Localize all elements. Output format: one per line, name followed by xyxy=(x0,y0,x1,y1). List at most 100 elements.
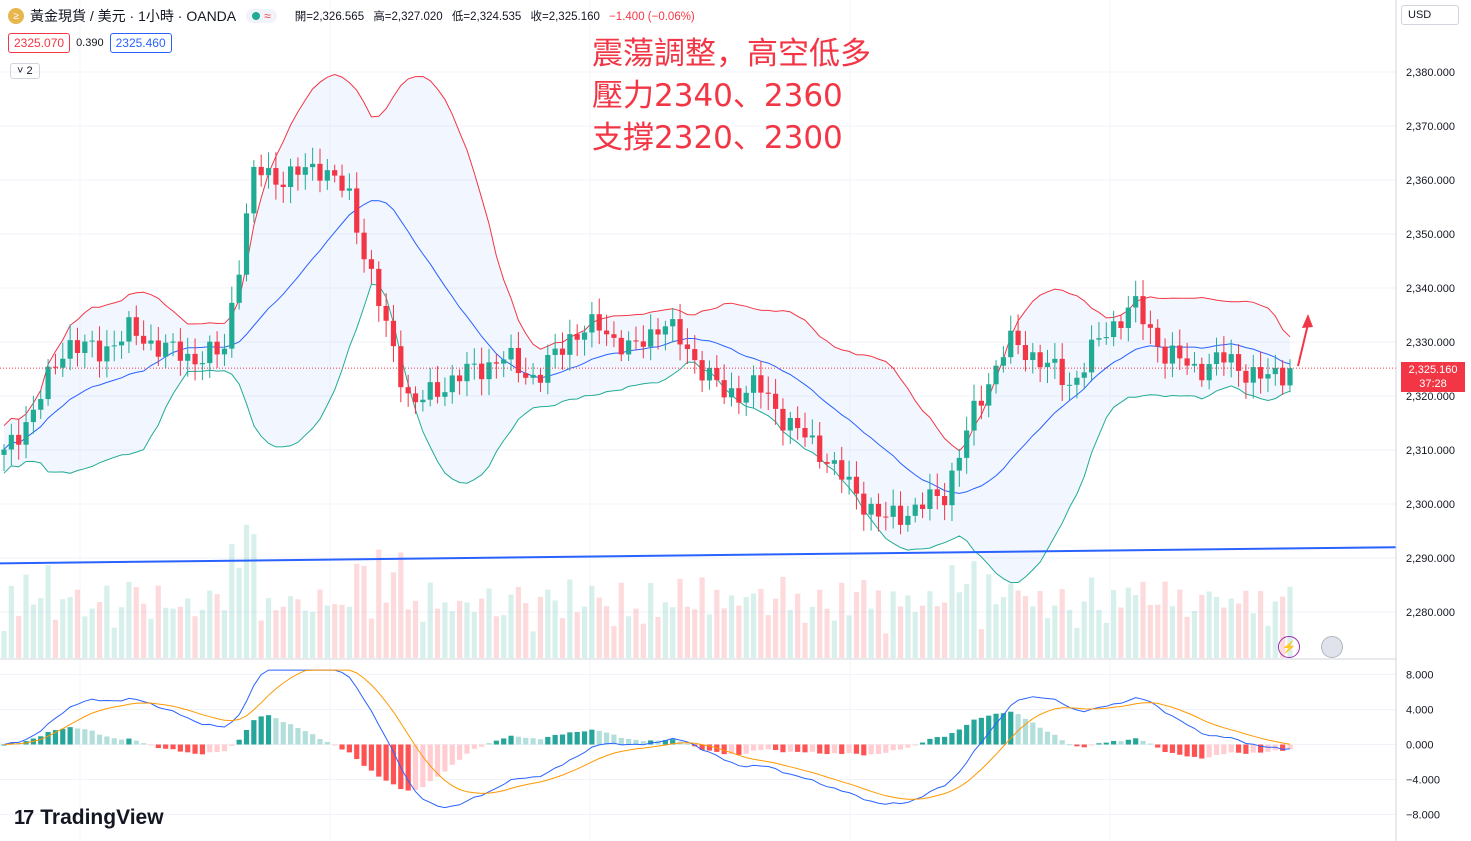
macd-histogram-bar xyxy=(802,744,808,753)
candle-body xyxy=(1235,354,1242,371)
candle-body xyxy=(1015,330,1021,346)
volume-bar xyxy=(1184,616,1190,658)
candle-body xyxy=(199,363,206,365)
macd-histogram-bar xyxy=(60,728,66,745)
volume-bar xyxy=(434,608,441,658)
volume-bar xyxy=(82,616,88,658)
macd-histogram-bar xyxy=(295,728,301,745)
candle-body xyxy=(1000,357,1007,366)
volume-bar xyxy=(1221,607,1227,658)
macd-histogram-bar xyxy=(905,744,911,748)
candle-body xyxy=(118,341,125,346)
volume-bar xyxy=(567,579,573,658)
candle-body xyxy=(743,392,749,403)
macd-histogram-bar xyxy=(177,744,183,752)
candle-body xyxy=(1147,324,1153,328)
volume-bar xyxy=(361,565,367,658)
candle-body xyxy=(1052,358,1058,363)
candle-body xyxy=(464,363,470,382)
price-tick-label: 2,380.000 xyxy=(1406,67,1455,79)
volume-bar xyxy=(728,595,735,658)
price-tick-label: 2,300.000 xyxy=(1406,499,1455,511)
candle-body xyxy=(523,373,529,378)
macd-histogram-bar xyxy=(1191,744,1198,757)
candle-body xyxy=(45,366,51,400)
candle-body xyxy=(96,340,103,362)
volume-bar xyxy=(1022,596,1029,658)
macd-histogram-bar xyxy=(773,744,779,751)
buy-button[interactable]: 2325.460 xyxy=(109,33,172,53)
volume-bar xyxy=(942,602,948,658)
currency-select[interactable]: USD xyxy=(1401,5,1459,25)
tradingview-brand[interactable]: 17 TradingView xyxy=(14,806,164,830)
macd-histogram-bar xyxy=(662,740,668,745)
tradingview-logo-icon: 17 xyxy=(14,806,34,829)
candle-body xyxy=(486,362,492,380)
candle-body xyxy=(287,166,294,187)
candle-body xyxy=(1272,367,1278,375)
macd-histogram-bar xyxy=(934,737,940,745)
volume-bar xyxy=(1258,591,1264,658)
candle-body xyxy=(1125,307,1131,329)
candle-body xyxy=(949,470,955,506)
candle-body xyxy=(493,362,499,364)
us-flag-icon[interactable] xyxy=(1321,636,1343,658)
macd-histogram-bar xyxy=(949,733,955,745)
volume-bar xyxy=(1015,590,1021,658)
symbol-title[interactable]: 黃金現貨 / 美元 · 1小時 · OANDA xyxy=(30,8,237,24)
volume-bar xyxy=(1213,596,1220,658)
volume-bar xyxy=(861,580,867,658)
volume-bar xyxy=(684,606,691,658)
macd-histogram-bar xyxy=(45,731,51,745)
macd-histogram-bar xyxy=(1125,739,1131,745)
volume-bar xyxy=(148,618,154,658)
macd-histogram-bar xyxy=(1147,743,1153,745)
volume-bar xyxy=(750,593,757,658)
volume-bar xyxy=(126,581,132,658)
candle-body xyxy=(1044,362,1051,368)
volume-bar xyxy=(236,568,242,658)
indicator-toggle-button[interactable]: ˅ 2 xyxy=(10,63,40,79)
macd-histogram-bar xyxy=(942,736,948,745)
candle-body xyxy=(809,435,815,438)
lightning-icon[interactable]: ⚡ xyxy=(1278,636,1300,658)
volume-bar xyxy=(332,604,338,658)
candle-body xyxy=(721,380,727,398)
candle-body xyxy=(611,334,617,338)
macd-histogram-bar xyxy=(765,744,771,750)
candle-body xyxy=(390,320,397,347)
volume-bar xyxy=(258,620,264,658)
volume-bar xyxy=(971,561,977,658)
volume-bar xyxy=(883,633,889,658)
volume-bar xyxy=(633,608,639,658)
macd-histogram-bar xyxy=(927,738,933,745)
candle-body xyxy=(236,274,242,303)
sell-button[interactable]: 2325.070 xyxy=(8,33,71,53)
volume-bar xyxy=(16,615,22,658)
candle-body xyxy=(648,329,654,347)
volume-bar xyxy=(74,589,81,658)
volume-bar xyxy=(177,606,183,658)
candle-body xyxy=(177,341,183,361)
volume-bar xyxy=(118,607,125,658)
candle-body xyxy=(1213,352,1220,365)
macd-histogram-bar xyxy=(185,744,191,753)
volume-bar xyxy=(956,592,962,658)
candle-body xyxy=(1111,321,1117,338)
macd-histogram-bar xyxy=(236,739,242,745)
macd-histogram-bar xyxy=(795,744,801,752)
macd-histogram-bar xyxy=(626,738,632,745)
candle-body xyxy=(714,367,720,381)
candle-body xyxy=(589,314,595,333)
arrow-annotation xyxy=(1297,323,1309,367)
volume-bar xyxy=(310,611,316,658)
volume-bar xyxy=(339,604,345,658)
macd-histogram-bar xyxy=(273,718,279,745)
market-status[interactable]: ≈ xyxy=(246,9,277,23)
volume-bar xyxy=(1265,625,1271,658)
candle-body xyxy=(251,166,257,214)
candle-body xyxy=(1258,367,1264,379)
volume-bar xyxy=(508,594,514,658)
volume-bar xyxy=(155,585,161,658)
